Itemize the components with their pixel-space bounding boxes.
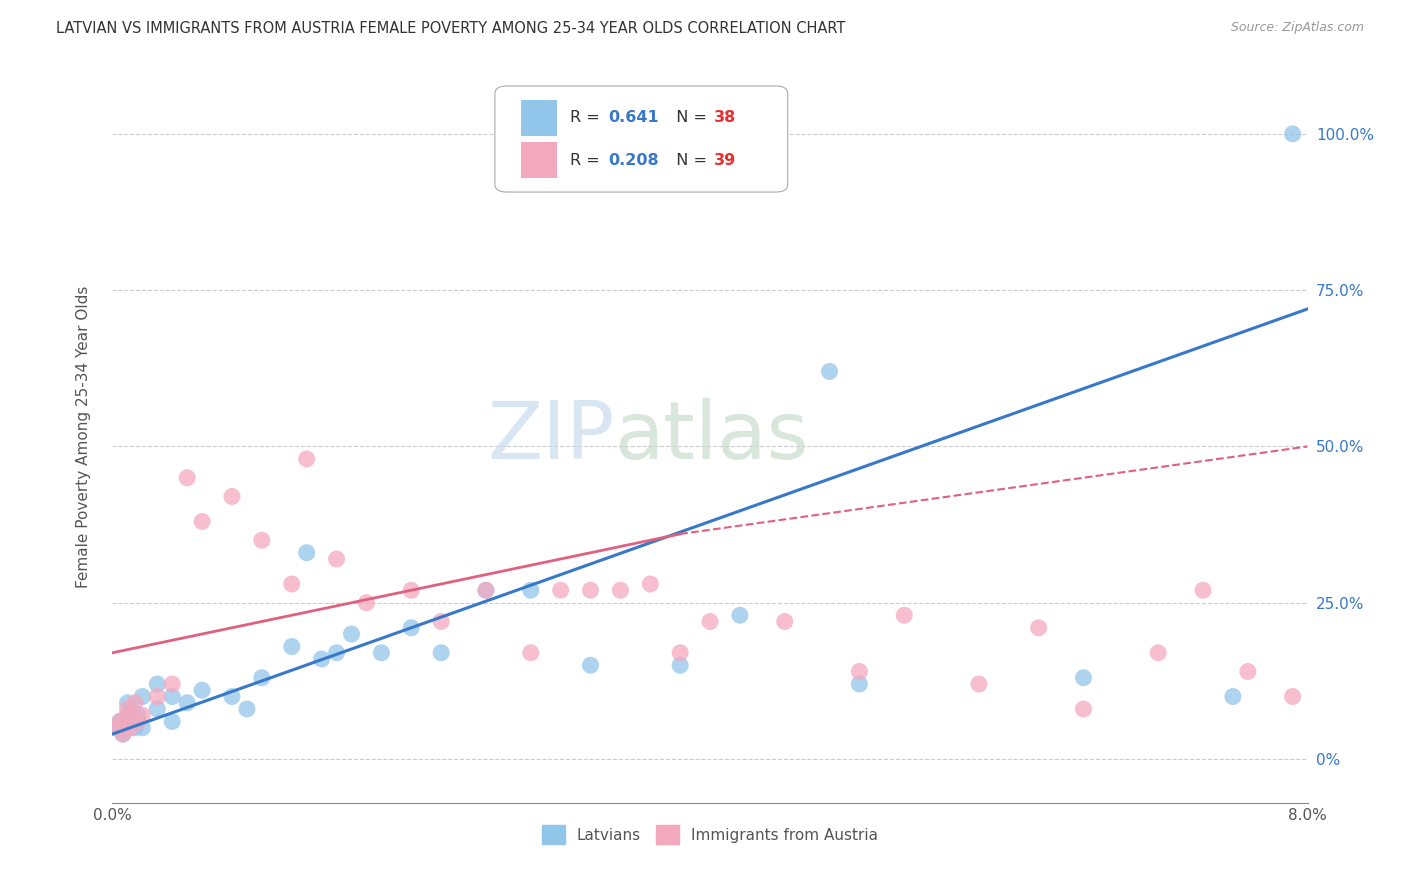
Text: 0.641: 0.641 — [609, 111, 659, 126]
Point — [520, 646, 543, 660]
Point — [105, 721, 128, 735]
Point — [191, 683, 214, 698]
Point — [401, 621, 423, 635]
Point — [609, 583, 631, 598]
Text: LATVIAN VS IMMIGRANTS FROM AUSTRIA FEMALE POVERTY AMONG 25-34 YEAR OLDS CORRELAT: LATVIAN VS IMMIGRANTS FROM AUSTRIA FEMAL… — [56, 21, 845, 36]
Point — [356, 596, 378, 610]
Point — [1192, 583, 1215, 598]
Point — [699, 615, 721, 629]
Point — [401, 583, 423, 598]
Point — [1147, 646, 1170, 660]
Text: 38: 38 — [714, 111, 735, 126]
Point — [221, 690, 243, 704]
Point — [131, 690, 153, 704]
Point — [146, 690, 169, 704]
Point — [162, 677, 183, 691]
Text: 0.208: 0.208 — [609, 153, 659, 168]
Point — [127, 714, 149, 729]
Legend: Latvians, Immigrants from Austria: Latvians, Immigrants from Austria — [536, 819, 884, 850]
Point — [250, 533, 273, 548]
Point — [117, 702, 139, 716]
Y-axis label: Female Poverty Among 25-34 Year Olds: Female Poverty Among 25-34 Year Olds — [76, 286, 91, 588]
Point — [117, 696, 139, 710]
Point — [669, 646, 692, 660]
Point — [127, 708, 149, 723]
Text: ZIP: ZIP — [486, 398, 614, 476]
Point — [325, 646, 347, 660]
Point — [162, 690, 183, 704]
Point — [108, 714, 131, 729]
Point — [250, 671, 273, 685]
Point — [1281, 127, 1303, 141]
Point — [176, 471, 198, 485]
Point — [325, 552, 347, 566]
Point — [520, 583, 543, 598]
Point — [146, 702, 169, 716]
Point — [117, 708, 139, 723]
Point — [124, 696, 146, 710]
Bar — [522, 100, 557, 136]
Point — [120, 714, 142, 729]
Point — [295, 452, 318, 467]
Point — [818, 364, 841, 378]
Point — [176, 696, 198, 710]
Point — [221, 490, 243, 504]
Point — [430, 615, 453, 629]
Point — [848, 677, 870, 691]
Point — [124, 721, 146, 735]
Text: 39: 39 — [714, 153, 735, 168]
Text: N =: N = — [666, 111, 711, 126]
Point — [1028, 621, 1050, 635]
Point — [1222, 690, 1244, 704]
Point — [1073, 671, 1095, 685]
Point — [475, 583, 498, 598]
Text: Source: ZipAtlas.com: Source: ZipAtlas.com — [1230, 21, 1364, 34]
Bar — [522, 142, 557, 178]
Point — [131, 721, 153, 735]
Point — [579, 583, 602, 598]
Text: N =: N = — [666, 153, 711, 168]
Point — [848, 665, 870, 679]
Point — [120, 721, 142, 735]
Point — [117, 708, 139, 723]
Point — [579, 658, 602, 673]
Point — [1281, 690, 1303, 704]
Point — [475, 583, 498, 598]
Point — [773, 615, 796, 629]
Point — [108, 714, 131, 729]
Point — [191, 515, 214, 529]
Point — [967, 677, 990, 691]
Point — [281, 640, 304, 654]
Point — [430, 646, 453, 660]
Point — [311, 652, 333, 666]
Text: R =: R = — [571, 153, 605, 168]
Point — [893, 608, 915, 623]
Point — [131, 708, 153, 723]
Point — [121, 702, 143, 716]
Point — [146, 677, 169, 691]
Point — [370, 646, 392, 660]
Point — [111, 727, 134, 741]
FancyBboxPatch shape — [495, 86, 787, 192]
Point — [281, 577, 304, 591]
Point — [236, 702, 259, 716]
Point — [1237, 665, 1260, 679]
Point — [162, 714, 183, 729]
Point — [340, 627, 363, 641]
Point — [1073, 702, 1095, 716]
Point — [669, 658, 692, 673]
Text: atlas: atlas — [614, 398, 808, 476]
Point — [295, 546, 318, 560]
Text: R =: R = — [571, 111, 605, 126]
Point — [105, 721, 128, 735]
Point — [728, 608, 751, 623]
Point — [111, 727, 134, 741]
Point — [550, 583, 572, 598]
Point — [640, 577, 662, 591]
